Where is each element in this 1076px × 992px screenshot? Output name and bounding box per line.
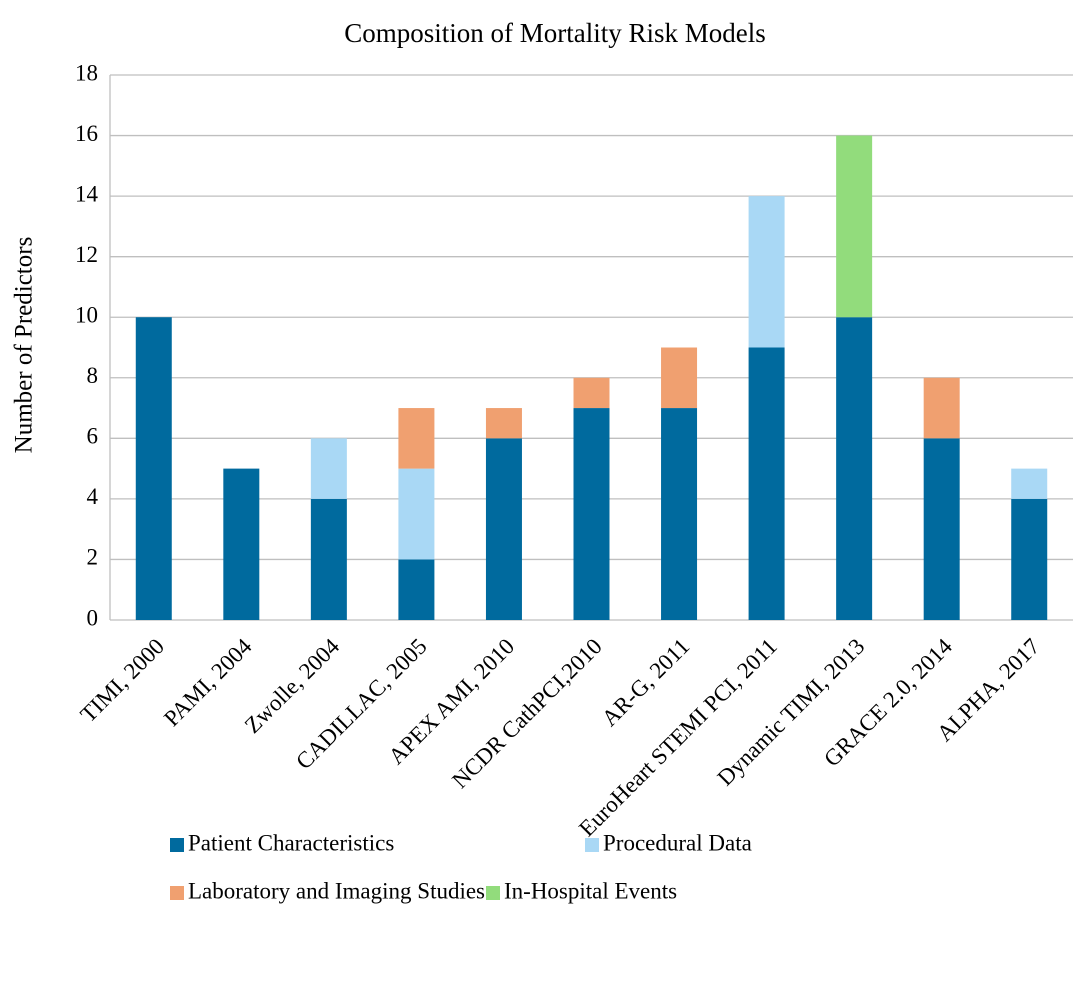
y-tick-label: 12 (75, 242, 98, 267)
bar-segment (485, 438, 522, 620)
bar-segment (485, 408, 522, 439)
legend-swatch (170, 838, 184, 852)
bar-segment (661, 347, 698, 409)
x-tick-label: TIMI, 2000 (75, 634, 169, 728)
legend-swatch (585, 838, 599, 852)
x-tick-label: NCDR CathPCI,2010 (447, 634, 607, 794)
bar-segment (661, 408, 698, 620)
bar-segment (223, 468, 260, 620)
bar-segment (923, 438, 960, 620)
bar-segment (748, 196, 785, 348)
bar-segment (573, 377, 610, 409)
bar-segment (573, 408, 610, 620)
legend-swatch (170, 886, 184, 900)
bar-segment (748, 347, 785, 620)
bar-segment (398, 559, 435, 620)
bar-segment (310, 438, 347, 499)
y-tick-label: 2 (87, 545, 99, 570)
bar-segment (1011, 498, 1048, 620)
bar-segment (836, 317, 873, 620)
x-tick-label: AR-G, 2011 (597, 634, 694, 731)
y-tick-label: 14 (75, 181, 99, 206)
y-axis-label: Number of Predictors (11, 237, 38, 454)
bar-segment (836, 135, 873, 318)
y-tick-label: 10 (75, 303, 98, 328)
y-tick-label: 18 (75, 60, 98, 85)
legend-label: Patient Characteristics (188, 830, 394, 855)
x-tick-label: Dynamic TIMI, 2013 (712, 634, 869, 791)
legend-label: Laboratory and Imaging Studies (188, 878, 485, 903)
bar-segment (398, 468, 435, 560)
y-tick-label: 16 (75, 121, 98, 146)
legend-label: In-Hospital Events (504, 878, 677, 903)
bar-segment (310, 498, 347, 620)
bar-segment (398, 408, 435, 469)
bar-segment (135, 317, 172, 620)
y-tick-label: 4 (87, 484, 99, 509)
chart-title: Composition of Mortality Risk Models (344, 18, 766, 48)
bar-segment (923, 377, 960, 439)
y-tick-label: 8 (87, 363, 99, 388)
y-tick-label: 0 (87, 605, 99, 630)
y-tick-label: 6 (87, 424, 99, 449)
legend-swatch (486, 886, 500, 900)
bar-segment (1011, 468, 1048, 499)
legend-label: Procedural Data (603, 830, 752, 855)
